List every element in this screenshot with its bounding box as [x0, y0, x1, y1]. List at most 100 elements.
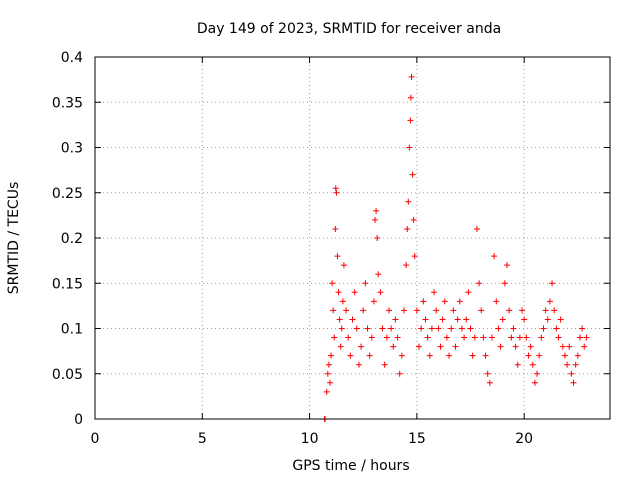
axis-ticks: 0 0.05 0.1 0.15 0.2 0.25 0.3 0.35 0.4 0 5 10 15 20 [52, 50, 610, 447]
data-point [340, 262, 347, 269]
data-point [566, 343, 573, 350]
data-point [527, 343, 534, 350]
data-point [512, 343, 519, 350]
y-tick-label: 0.2 [61, 231, 83, 247]
data-point [469, 352, 476, 359]
x-tick-label: 0 [91, 431, 100, 447]
data-point [406, 144, 413, 151]
data-point [331, 334, 338, 341]
data-point [519, 307, 526, 314]
y-axis-label: SRMTID / TECUs [6, 182, 22, 295]
data-point [484, 370, 491, 377]
data-point [332, 185, 339, 192]
data-point [491, 253, 498, 260]
data-point [405, 198, 412, 205]
data-point [392, 316, 399, 323]
data-point [373, 207, 380, 214]
data-point [557, 316, 564, 323]
data-point [418, 325, 425, 332]
data-point [446, 352, 453, 359]
data-point [372, 216, 379, 223]
data-point [463, 316, 470, 323]
x-tick-label: 15 [408, 431, 426, 447]
chart-title: Day 149 of 2023, SRMTID for receiver and… [197, 21, 501, 37]
data-point [574, 352, 581, 359]
data-point [383, 334, 390, 341]
data-point [497, 343, 504, 350]
data-point [416, 343, 423, 350]
data-point [482, 352, 489, 359]
y-tick-label: 0.25 [52, 186, 83, 202]
data-point [579, 325, 586, 332]
data-point [510, 325, 517, 332]
data-point [549, 280, 556, 287]
data-point [583, 334, 590, 341]
data-point [364, 325, 371, 332]
data-point [437, 343, 444, 350]
data-point [538, 334, 545, 341]
data-point [410, 216, 417, 223]
data-point [478, 307, 485, 314]
data-point [441, 298, 448, 305]
data-point [504, 262, 510, 269]
data-point [516, 334, 523, 341]
data-point [390, 343, 397, 350]
data-point [323, 388, 330, 395]
data-point [326, 379, 333, 386]
x-axis-label: GPS time / hours [292, 458, 409, 474]
data-point [542, 307, 549, 314]
data-point [330, 307, 337, 314]
data-point [404, 225, 411, 232]
data-point [473, 225, 480, 232]
data-point [334, 253, 341, 260]
data-point [488, 334, 495, 341]
data-point [486, 379, 493, 386]
data-point [536, 352, 543, 359]
data-point [529, 361, 536, 368]
data-point [480, 334, 487, 341]
data-point [336, 316, 343, 323]
data-point [493, 298, 500, 305]
data-point [368, 334, 375, 341]
data-point [431, 289, 438, 296]
data-point [476, 280, 483, 287]
data-point [403, 262, 410, 269]
data-point [338, 325, 345, 332]
y-tick-label: 0.15 [52, 276, 83, 292]
x-tick-label: 5 [198, 431, 207, 447]
data-point [581, 343, 588, 350]
data-point [420, 298, 427, 305]
data-point [456, 298, 463, 305]
data-point [407, 117, 414, 124]
data-point [370, 298, 377, 305]
data-point [335, 289, 342, 296]
data-point [345, 334, 352, 341]
data-point [506, 307, 513, 314]
data-point [499, 316, 506, 323]
data-point [544, 316, 551, 323]
data-point [375, 271, 382, 278]
data-point [471, 334, 478, 341]
data-point [467, 325, 474, 332]
data-point [433, 307, 440, 314]
x-tick-label: 20 [515, 431, 533, 447]
y-tick-label: 0.35 [52, 95, 83, 111]
data-point [360, 307, 367, 314]
data-point [465, 289, 472, 296]
data-point [366, 352, 373, 359]
data-point [501, 280, 508, 287]
y-tick-label: 0.4 [61, 50, 83, 66]
data-point [454, 316, 461, 323]
data-point [422, 316, 429, 323]
x-tick-label: 10 [301, 431, 319, 447]
data-point [508, 334, 515, 341]
data-point [343, 307, 350, 314]
data-point [411, 253, 418, 260]
data-point [396, 370, 403, 377]
data-point [561, 352, 568, 359]
data-point [379, 325, 386, 332]
data-point [358, 343, 365, 350]
data-point [337, 343, 344, 350]
data-point [551, 307, 558, 314]
